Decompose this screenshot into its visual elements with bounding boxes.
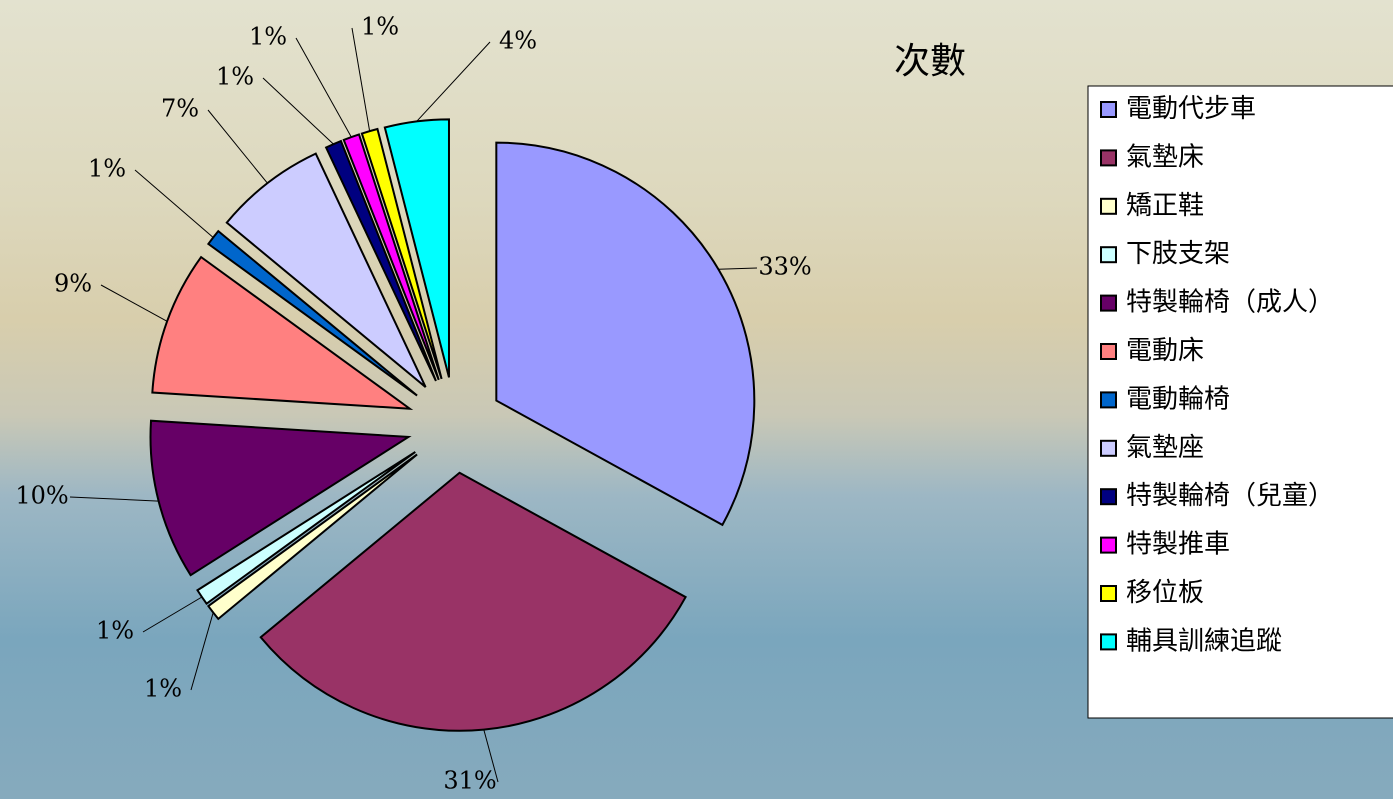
legend-marker	[1101, 489, 1116, 504]
data-label: 1%	[96, 617, 134, 645]
leader-line	[718, 268, 757, 269]
leader-line	[101, 285, 167, 321]
legend-marker	[1101, 634, 1116, 649]
data-label: 4%	[499, 27, 537, 55]
leader-line	[70, 497, 159, 501]
leader-line	[263, 78, 333, 144]
data-label: 1%	[361, 13, 399, 41]
leader-line	[417, 42, 490, 121]
legend-label: 移位板	[1126, 578, 1204, 608]
legend-marker	[1101, 441, 1116, 456]
legend-label: 矯正鞋	[1126, 191, 1204, 221]
legend-label: 氣墊床	[1126, 142, 1204, 172]
legend-label: 特製輪椅（兒童）	[1126, 481, 1334, 511]
data-label: 1%	[216, 63, 254, 91]
legend-marker	[1101, 586, 1116, 601]
legend-label: 電動代步車	[1126, 94, 1256, 124]
leader-line	[135, 170, 213, 237]
legend-marker	[1101, 296, 1116, 311]
data-label: 31%	[443, 767, 496, 795]
legend-label: 特製推車	[1126, 530, 1230, 560]
data-label: 1%	[144, 675, 182, 703]
legend-marker	[1101, 247, 1116, 262]
leader-line	[143, 597, 202, 632]
chart: 次數 33% 31% 1% 1% 10% 9% 1% 7% 1% 1% 1% 4% 電動代步車氣墊床矯正…	[0, 0, 1393, 799]
data-label: 1%	[249, 23, 287, 51]
legend-label: 氣墊座	[1126, 433, 1204, 463]
data-label: 7%	[161, 95, 199, 123]
legend-marker	[1101, 150, 1116, 165]
legend-marker	[1101, 392, 1116, 407]
leader-line	[352, 28, 370, 131]
legend-label: 電動輪椅	[1126, 384, 1230, 414]
legend-label: 輔具訓練追蹤	[1126, 626, 1282, 656]
data-label: 10%	[15, 482, 68, 510]
legend-label: 下肢支架	[1126, 239, 1230, 269]
pie-slice	[496, 143, 754, 525]
data-label: 33%	[758, 253, 811, 281]
leader-line	[191, 613, 213, 690]
leader-line	[296, 38, 351, 137]
data-label: 9%	[54, 270, 92, 298]
legend-marker	[1101, 344, 1116, 359]
chart-title: 次數	[894, 41, 966, 82]
legend-marker	[1101, 538, 1116, 553]
leader-line	[208, 110, 267, 183]
legend-marker	[1101, 199, 1116, 214]
legend-label: 電動床	[1126, 336, 1204, 366]
data-label: 1%	[88, 155, 126, 183]
legend-label: 特製輪椅（成人）	[1126, 288, 1334, 318]
legend-marker	[1101, 102, 1116, 117]
